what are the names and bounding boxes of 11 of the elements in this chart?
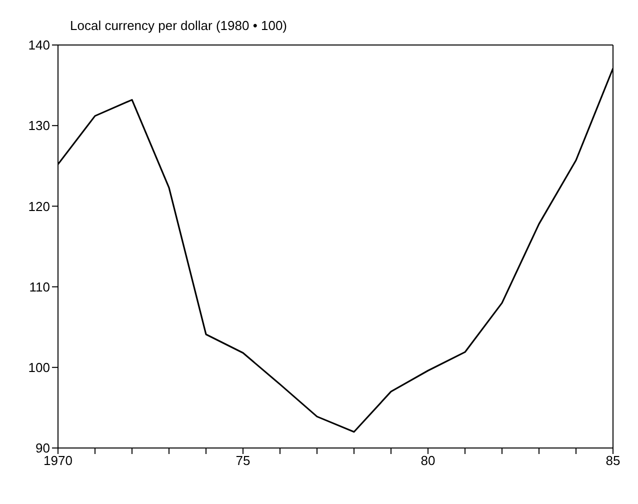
y-tick-label: 100 [28, 360, 50, 376]
x-tick-label: 80 [420, 453, 436, 468]
y-tick-label: 130 [28, 118, 50, 134]
x-tick-label: 85 [606, 453, 620, 468]
y-tick-label: 120 [28, 198, 50, 214]
y-tick-label: 110 [29, 279, 50, 294]
y-axis-title: Local currency per dollar (1980 • 100) [70, 18, 288, 33]
y-tick-label: 140 [28, 38, 50, 53]
x-tick-label: 1970 [44, 453, 72, 468]
y-tick-label: 90 [36, 440, 50, 456]
x-tick-label: 75 [236, 453, 250, 468]
